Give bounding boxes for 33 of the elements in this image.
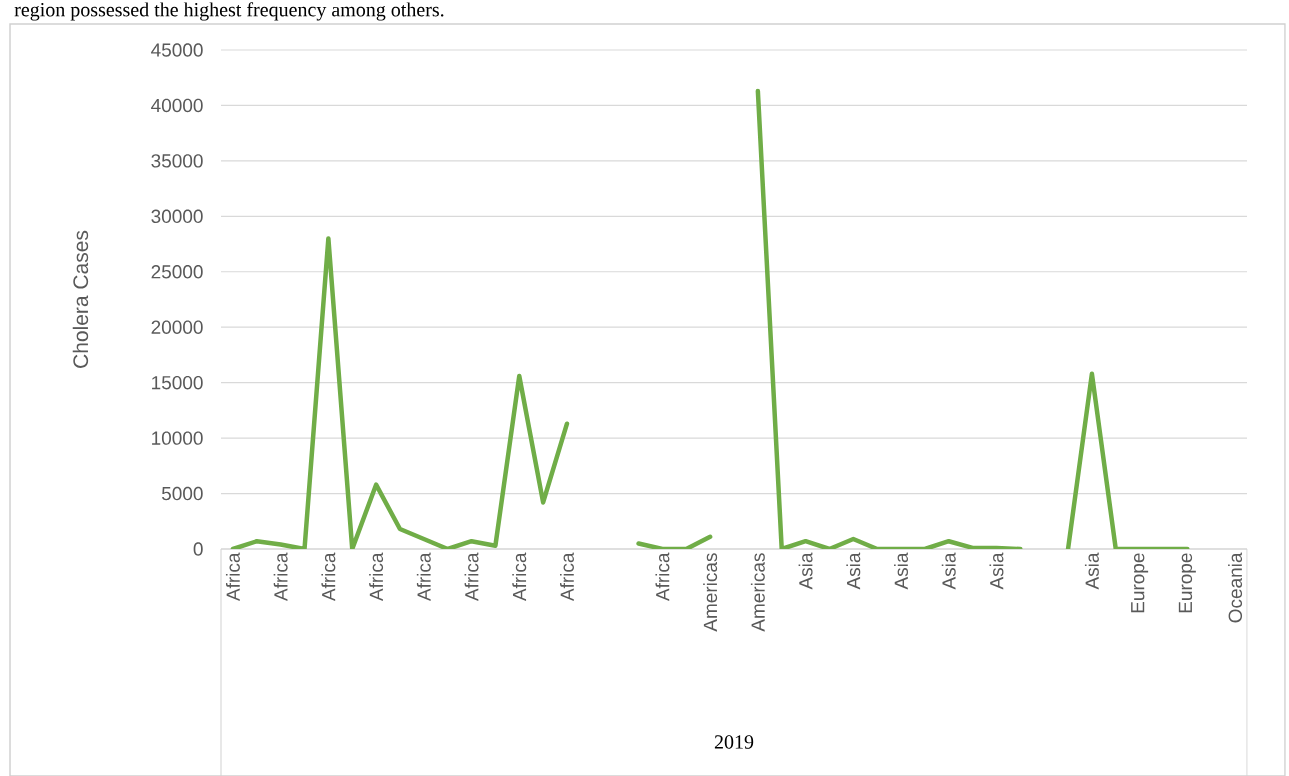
- x-tick-label: Africa: [560, 552, 574, 602]
- x-tick-label: Asia: [1084, 552, 1099, 590]
- x-tick-label: Asia: [798, 552, 813, 590]
- x-tick-label: Asia: [846, 552, 861, 590]
- x-tick-label: Africa: [512, 552, 527, 602]
- x-tick-label: Americas: [750, 553, 765, 632]
- y-tick-label: 30000: [151, 209, 203, 224]
- y-tick-label: 45000: [151, 43, 203, 57]
- x-tick-label: Africa: [416, 552, 431, 602]
- y-tick-label: 35000: [151, 154, 203, 168]
- x-tick-label: Europe: [1178, 553, 1196, 613]
- x-tick-label: Africa: [464, 552, 479, 602]
- y-tick-label: 25000: [151, 265, 203, 279]
- x-tick-label: Africa: [655, 552, 670, 602]
- y-axis-title: Cholera Cases: [72, 230, 89, 368]
- x-tick-label: Asia: [894, 552, 909, 590]
- x-tick-label: Africa: [321, 552, 336, 602]
- x-tick-label: Africa: [369, 552, 384, 602]
- x-tick-label: Asia: [941, 552, 956, 590]
- y-tick-label: 10000: [152, 431, 203, 445]
- x-tick-label: Africa: [225, 552, 240, 602]
- text: region possessed the highest frequency among others.: [14, 2, 444, 21]
- y-tick-label: 40000: [151, 98, 203, 113]
- y-tick-label: 5000: [161, 486, 203, 501]
- y-tick-label: 15000: [152, 375, 203, 390]
- y-tick-label: 20000: [151, 320, 203, 334]
- y-tick-label: 0: [193, 542, 203, 556]
- x-tick-label: Oceania: [1228, 552, 1243, 623]
- x-tick-label: Europe: [1131, 553, 1149, 613]
- x-tick-label: Africa: [273, 552, 288, 602]
- x-tick-label: Asia: [989, 552, 1004, 590]
- text: 2019: [714, 735, 754, 749]
- x-tick-label: Americas: [703, 553, 718, 632]
